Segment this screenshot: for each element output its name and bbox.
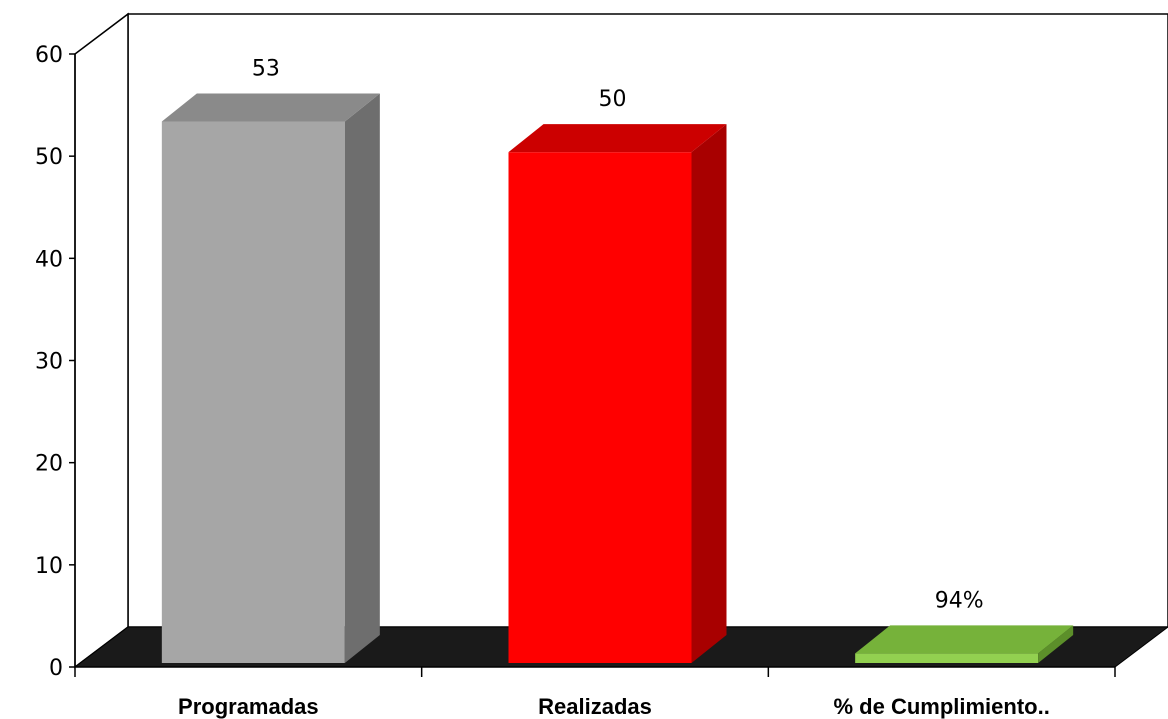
y-tick-label: 50 bbox=[35, 145, 63, 170]
y-tick-label: 60 bbox=[35, 43, 63, 68]
y-tick-label: 10 bbox=[35, 554, 63, 579]
bars bbox=[161, 93, 1074, 664]
y-axis: 0 10 20 30 40 50 60 bbox=[35, 43, 76, 681]
data-labels: 53 50 94% bbox=[252, 57, 984, 614]
bar-side bbox=[344, 93, 380, 664]
bar-top bbox=[855, 625, 1074, 654]
x-axis: Programadas Realizadas % de Cumplimiento.. bbox=[74, 666, 1116, 719]
x-category-label: % de Cumplimiento.. bbox=[833, 694, 1049, 719]
bar-top bbox=[508, 124, 727, 153]
y-tick-label: 0 bbox=[49, 656, 63, 681]
y-tick-label: 20 bbox=[35, 452, 63, 477]
data-label: 94% bbox=[935, 588, 984, 613]
bar-0 bbox=[161, 93, 380, 664]
bar-front bbox=[161, 121, 345, 664]
bar-front bbox=[508, 152, 692, 663]
data-label: 53 bbox=[252, 57, 280, 82]
x-category-label: Programadas bbox=[178, 694, 319, 719]
y-tick-label: 40 bbox=[35, 247, 63, 272]
bar-front bbox=[855, 653, 1039, 663]
bar-1 bbox=[508, 124, 727, 663]
data-label: 50 bbox=[599, 87, 627, 112]
x-category-label: Realizadas bbox=[538, 694, 652, 719]
side-wall bbox=[74, 12, 129, 669]
bar-2 bbox=[855, 625, 1074, 663]
bar-side bbox=[1038, 625, 1074, 663]
y-tick-label: 30 bbox=[35, 350, 63, 375]
bar-side bbox=[691, 124, 727, 663]
bar-top bbox=[161, 93, 380, 122]
